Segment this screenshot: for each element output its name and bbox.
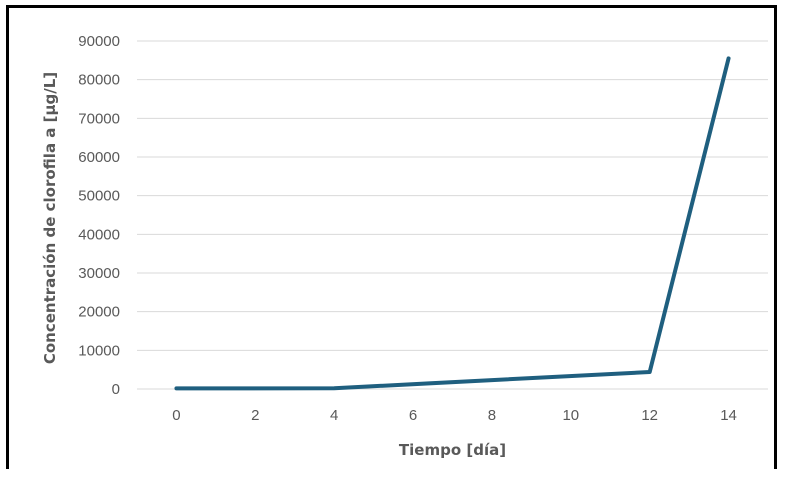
y-axis-title: Concentración de clorofila a [µg/L] (41, 72, 59, 364)
y-tick-label: 30000 (78, 265, 120, 282)
y-tick-label: 70000 (78, 110, 120, 127)
y-tick-label: 40000 (78, 226, 120, 243)
x-tick-label: 6 (409, 407, 417, 424)
x-tick-label: 2 (251, 407, 259, 424)
x-tick-label: 14 (720, 407, 737, 424)
chart-frame (6, 5, 777, 469)
x-tick-label: 0 (172, 407, 180, 424)
y-tick-labels: 0 10000 20000 30000 40000 50000 60000 70000 8000… (78, 33, 120, 398)
x-tick-label: 10 (562, 407, 579, 424)
y-tick-label: 90000 (78, 33, 120, 50)
y-tick-label: 0 (112, 381, 120, 398)
x-tick-labels: 0 2 4 6 8 10 12 14 (172, 407, 737, 424)
series-group (174, 56, 731, 391)
y-tick-label: 80000 (78, 72, 120, 89)
series-line-0 (174, 56, 731, 391)
x-axis-title: Tiempo [día] (399, 441, 506, 459)
y-tick-label: 20000 (78, 304, 120, 321)
x-tick-label: 8 (488, 407, 496, 424)
x-tick-label: 4 (330, 407, 338, 424)
y-tick-label: 60000 (78, 149, 120, 166)
x-tick-label: 12 (641, 407, 658, 424)
gridlines (137, 40, 768, 390)
y-tick-label: 50000 (78, 188, 120, 205)
y-tick-label: 10000 (78, 342, 120, 359)
